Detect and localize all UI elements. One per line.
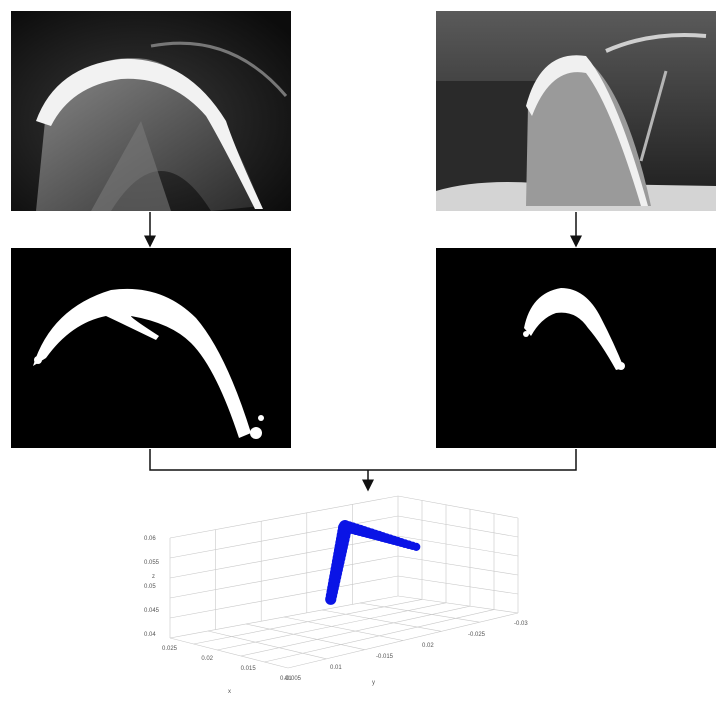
y-tick-label: 0.02 bbox=[422, 643, 434, 649]
photo-left bbox=[11, 11, 291, 211]
plot-grid bbox=[169, 495, 519, 669]
z-tick-label: 0.055 bbox=[144, 560, 160, 566]
z-tick-label: 0.05 bbox=[144, 584, 156, 590]
reconstructed-shape bbox=[325, 520, 421, 605]
y-tick-label: -0.03 bbox=[514, 621, 528, 627]
photo-right-image bbox=[436, 11, 716, 211]
x-axis-ticks: 0.025 0.02 0.015 0.01 bbox=[162, 646, 292, 682]
binary-mask-right-image bbox=[523, 288, 625, 370]
y-axis-ticks: -0.005 0.01 -0.015 0.02 -0.025 -0.03 bbox=[284, 621, 528, 682]
binary-mask-left bbox=[11, 248, 291, 448]
shape-point bbox=[412, 542, 421, 551]
x-axis-label: x bbox=[228, 689, 231, 695]
x-tick-label: 0.01 bbox=[280, 676, 292, 682]
photo-right bbox=[436, 11, 716, 211]
y-tick-label: -0.005 bbox=[284, 676, 302, 682]
x-tick-label: 0.025 bbox=[162, 646, 178, 652]
z-tick-label: 0.06 bbox=[144, 536, 156, 542]
shape-point bbox=[325, 593, 337, 605]
z-tick-label: 0.04 bbox=[144, 632, 156, 638]
y-tick-label: 0.01 bbox=[330, 665, 342, 671]
z-axis-label: z bbox=[152, 574, 155, 580]
z-axis-ticks: 0.06 0.055 0.05 0.045 0.04 bbox=[144, 536, 160, 638]
y-tick-label: -0.025 bbox=[468, 632, 486, 638]
3d-reconstruction-plot: 0.06 0.055 0.05 0.045 0.04 0.025 0.02 0.015 0.0… bbox=[140, 488, 540, 698]
y-tick-label: -0.015 bbox=[376, 654, 394, 660]
x-tick-label: 0.015 bbox=[241, 666, 257, 672]
binary-mask-right bbox=[436, 248, 716, 448]
y-axis-label: y bbox=[372, 680, 375, 686]
binary-mask-left-image bbox=[33, 288, 264, 439]
photo-left-image bbox=[11, 11, 291, 211]
x-tick-label: 0.02 bbox=[201, 656, 213, 662]
merge-connector bbox=[149, 449, 577, 492]
z-tick-label: 0.045 bbox=[144, 608, 160, 614]
